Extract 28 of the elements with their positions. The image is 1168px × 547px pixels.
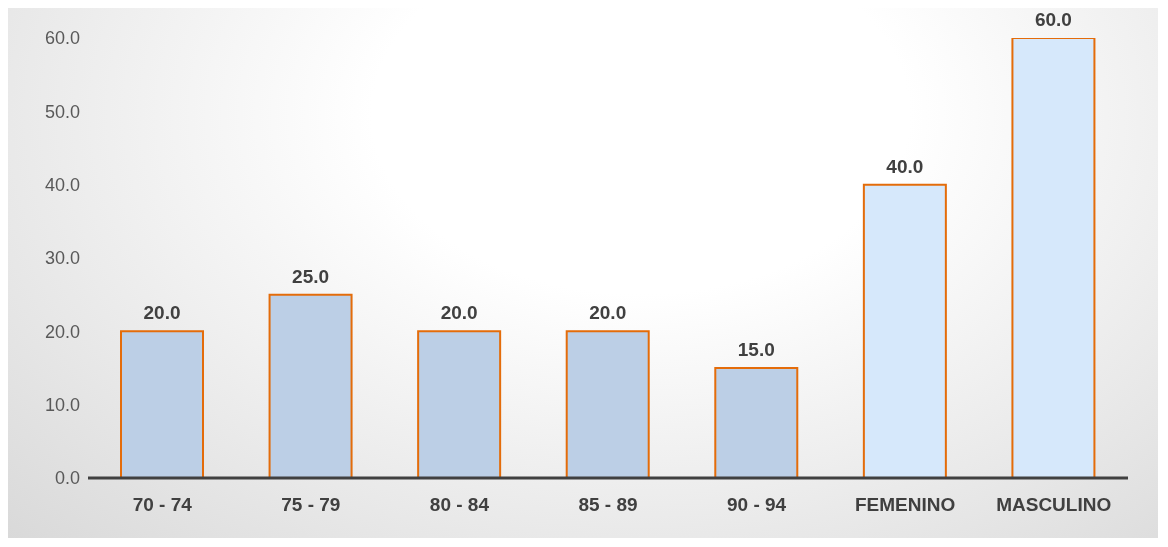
bar	[714, 367, 799, 478]
x-tick-label: 85 - 89	[578, 494, 638, 516]
data-label: 20.0	[589, 302, 627, 324]
bar	[862, 183, 947, 478]
x-tick-label: 70 - 74	[132, 494, 193, 516]
y-tick-label: 40.0	[44, 175, 80, 196]
x-tick-label: 90 - 94	[726, 494, 787, 516]
y-tick-label: 10.0	[44, 395, 80, 416]
data-label: 40.0	[886, 155, 924, 177]
x-tick-label: 80 - 84	[429, 494, 490, 516]
x-tick-label: MASCULINO	[996, 494, 1112, 516]
x-tick-label: FEMENINO	[855, 494, 956, 516]
data-label: 20.0	[440, 302, 478, 324]
data-label: 25.0	[292, 265, 330, 287]
y-tick-label: 60.0	[44, 28, 80, 49]
data-label: 15.0	[737, 339, 775, 360]
y-tick-label: 20.0	[44, 321, 80, 342]
data-label: 20.0	[143, 302, 181, 324]
y-tick-label: 50.0	[44, 101, 80, 122]
bar	[1011, 38, 1096, 478]
y-tick-label: 30.0	[44, 248, 80, 269]
y-tick-label: 0.0	[54, 468, 80, 489]
bar	[417, 330, 502, 478]
bar	[268, 293, 353, 478]
bar	[565, 330, 650, 478]
data-label: 60.0	[1034, 9, 1072, 30]
x-tick-label: 75 - 79	[281, 494, 341, 516]
bar	[120, 330, 204, 478]
